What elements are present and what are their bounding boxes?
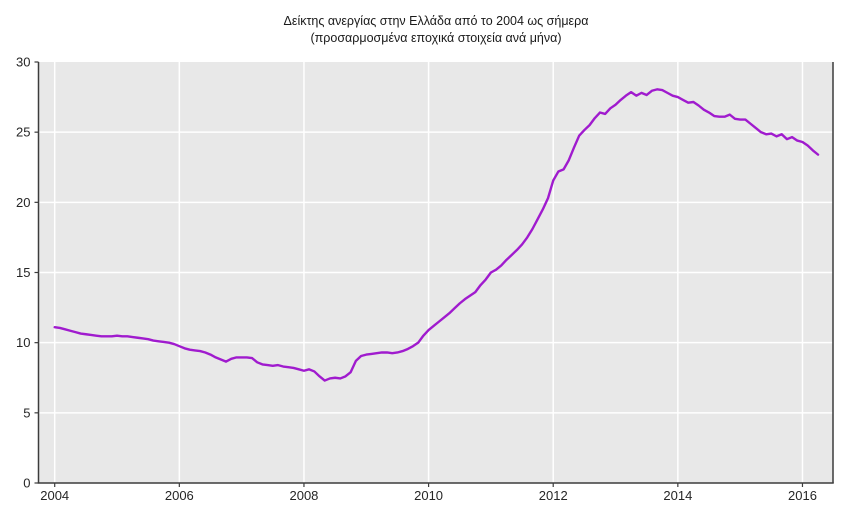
y-tick-label: 5 <box>23 405 30 420</box>
x-tick-label: 2010 <box>414 488 443 503</box>
y-tick-label: 25 <box>16 125 30 140</box>
chart-subtitle: (προσαρμοσμένα εποχικά στοιχεία ανά μήνα… <box>310 31 562 45</box>
y-tick-label: 10 <box>16 335 30 350</box>
chart-title: Δείκτης ανεργίας στην Ελλάδα από το 2004… <box>283 14 589 28</box>
title-block: Δείκτης ανεργίας στην Ελλάδα από το 2004… <box>39 13 833 47</box>
y-tick-label: 15 <box>16 265 30 280</box>
x-tick-label: 2004 <box>40 488 69 503</box>
x-tick-label: 2014 <box>663 488 692 503</box>
x-tick-label: 2012 <box>539 488 568 503</box>
y-tick-label: 20 <box>16 195 30 210</box>
x-tick-label: 2016 <box>788 488 817 503</box>
data-series-line <box>53 88 820 382</box>
y-tick-label: 30 <box>16 55 30 70</box>
x-tick-label: 2008 <box>289 488 318 503</box>
x-tick-label: 2006 <box>165 488 194 503</box>
y-tick-label: 0 <box>23 476 30 491</box>
